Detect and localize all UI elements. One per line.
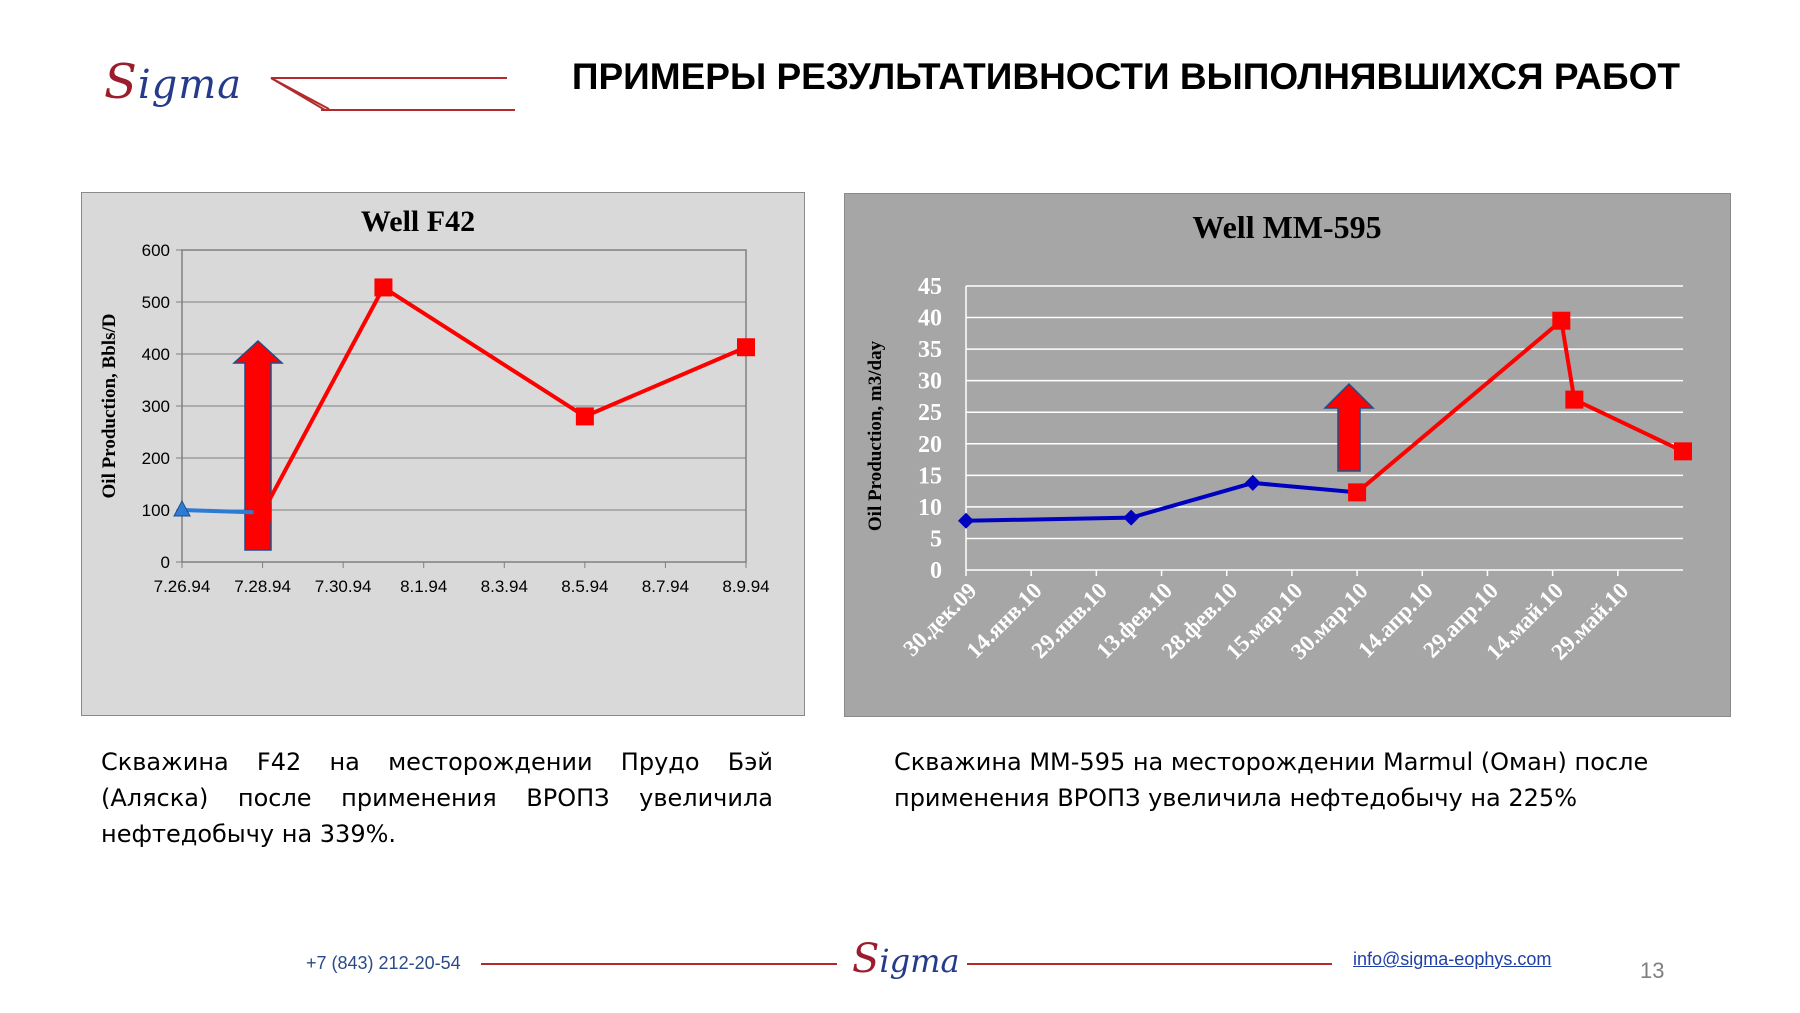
y-tick-label: 10 — [918, 495, 942, 521]
chart-well-f42: Well F42 0 100 200 300 400 500 600 7.26.94 7.28.9… — [81, 192, 805, 716]
arrow-up-annotation — [1323, 382, 1375, 472]
y-tick-label: 40 — [918, 306, 942, 332]
logo-wordmark: Sigma — [104, 54, 242, 110]
x-tick-label: 7.30.94 — [315, 577, 372, 596]
data-point-series1-1 — [958, 512, 974, 529]
header-decoration — [270, 77, 515, 111]
footer-phone: +7 (843) 212-20-54 — [306, 953, 461, 973]
y-tick-label: 35 — [918, 337, 942, 363]
series-line-1 — [965, 480, 1358, 523]
data-point-series2-2 — [1552, 311, 1571, 330]
chart-well-mm595-svg: Well MM-59505101520253035404530.дек.0914… — [865, 209, 1692, 665]
y-tick-label: 5 — [930, 526, 942, 552]
y-tick-label: 0 — [930, 558, 942, 584]
footer-logo-rest: igma — [879, 942, 960, 980]
series-line-2 — [1355, 318, 1684, 494]
series-line-1 — [181, 508, 263, 515]
y-tick-label: 300 — [142, 397, 170, 416]
chart-title: Well F42 — [361, 205, 475, 238]
chart-well-mm595: Well MM-595 0 5 10 15 20 25 30 35 40 45 30.дек.09 14… — [844, 193, 1731, 717]
data-point-series1-3 — [1244, 474, 1261, 491]
y-axis-label: Oil Production, Bbls/D — [99, 314, 120, 499]
data-point-series2-1 — [253, 503, 272, 522]
data-point-series2-2 — [374, 278, 393, 297]
footer-email-link[interactable]: info@sigma-eophys.com — [1353, 949, 1552, 969]
data-point-series2-4 — [1674, 442, 1692, 461]
y-tick-label: 100 — [142, 501, 170, 520]
footer-divider-left — [481, 963, 837, 965]
y-axis-label: Oil Production, m3/day — [865, 340, 886, 531]
y-tick-label: 25 — [918, 400, 942, 426]
y-tick-label: 30 — [918, 369, 942, 395]
x-tick-label: 7.28.94 — [234, 577, 291, 596]
data-point-series2-4 — [737, 338, 755, 357]
sigma-logo: Sigma — [92, 52, 292, 114]
footer-sigma-logo: Sigma — [852, 936, 962, 996]
y-tick-label: 0 — [161, 553, 170, 572]
page-title: ПРИМЕРЫ РЕЗУЛЬТАТИВНОСТИ ВЫПОЛНЯВШИХСЯ Р… — [571, 56, 1680, 97]
y-tick-label: 45 — [918, 274, 942, 300]
x-tick-label: 8.7.94 — [642, 577, 689, 596]
y-tick-label: 400 — [142, 345, 170, 364]
data-point-series2-3 — [1565, 390, 1584, 409]
description-well-mm595: Скважина ММ-595 на месторождении Marmul … — [894, 748, 1649, 812]
x-tick-label: 8.3.94 — [481, 577, 528, 596]
page-number: 13 — [1640, 958, 1665, 983]
y-tick-label: 20 — [918, 432, 942, 458]
data-point-series2-1 — [1348, 483, 1367, 502]
x-tick-label: 7.26.94 — [154, 577, 211, 596]
x-tick-label: 8.1.94 — [400, 577, 447, 596]
logo-rest: igma — [137, 62, 243, 108]
y-tick-label: 600 — [142, 241, 170, 260]
data-point-series2-3 — [575, 407, 594, 426]
data-point-series1-1 — [173, 499, 191, 517]
data-point-series1-2 — [1123, 509, 1140, 526]
x-tick-label: 8.5.94 — [561, 577, 608, 596]
chart-title: Well MM-595 — [1192, 209, 1381, 245]
y-tick-label: 500 — [142, 293, 170, 312]
chart-well-f42-svg: Well F42 0 100 200 300 400 500 600 7.26.94 7.28.9… — [99, 205, 770, 596]
footer-logo-wordmark: Sigma — [852, 936, 960, 982]
y-tick-label: 15 — [918, 463, 942, 489]
x-tick-label: 8.9.94 — [722, 577, 769, 596]
y-tick-label: 200 — [142, 449, 170, 468]
description-well-f42: Скважина F42 на месторождении Прудо Бэй … — [101, 748, 773, 848]
logo-letter-s: S — [104, 54, 138, 110]
footer-logo-letter-s: S — [852, 936, 880, 982]
footer-divider-right — [967, 963, 1332, 965]
series-line-2 — [260, 285, 747, 514]
